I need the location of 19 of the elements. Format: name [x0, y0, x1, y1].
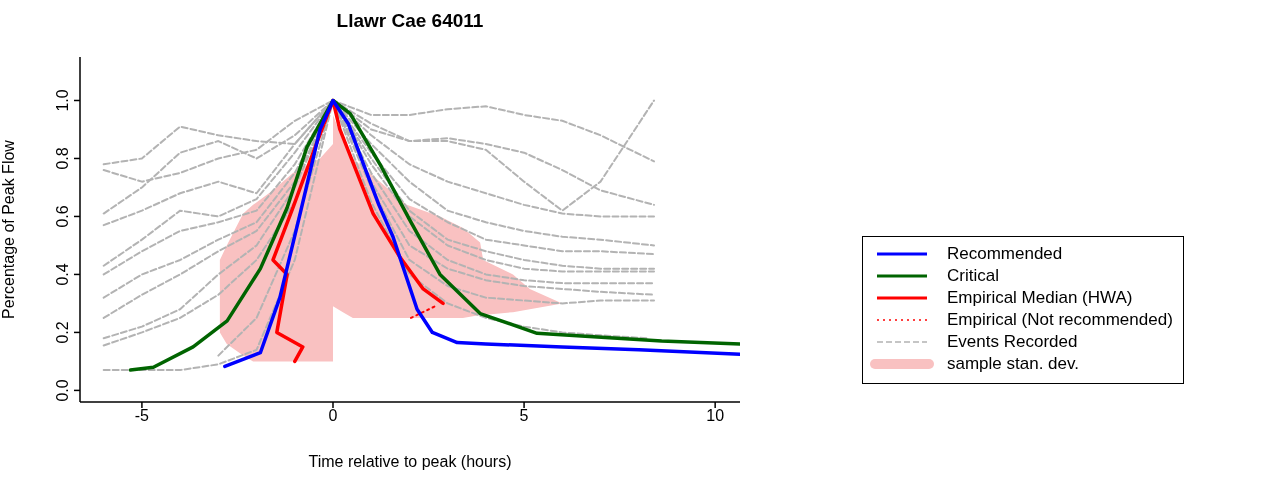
- x-tick-label: 10: [706, 407, 725, 425]
- chart-title: Llawr Cae 64011: [335, 10, 485, 32]
- x-axis-title: Time relative to peak (hours): [308, 453, 512, 470]
- legend-label: Critical: [947, 266, 999, 286]
- x-tick-label: 0: [328, 407, 338, 425]
- y-tick-label: 0.6: [54, 205, 71, 228]
- y-tick-label: 0.2: [54, 321, 71, 344]
- x-tick-label: -5: [134, 407, 150, 425]
- y-tick-label: 0.0: [54, 379, 71, 402]
- y-tick-label: 0.8: [54, 147, 71, 170]
- legend-label: sample stan. dev.: [947, 354, 1079, 374]
- y-tick-label: 1.0: [54, 89, 71, 112]
- legend-label: Empirical (Not recommended): [947, 310, 1173, 330]
- legend-label: Events Recorded: [947, 332, 1078, 352]
- legend-label: Empirical Median (HWA): [947, 288, 1133, 308]
- legend-label: Recommended: [947, 244, 1063, 264]
- y-tick-label: 0.4: [54, 263, 71, 286]
- x-tick-label: 5: [519, 407, 529, 425]
- y-axis-title: Percentage of Peak Flow: [0, 139, 17, 319]
